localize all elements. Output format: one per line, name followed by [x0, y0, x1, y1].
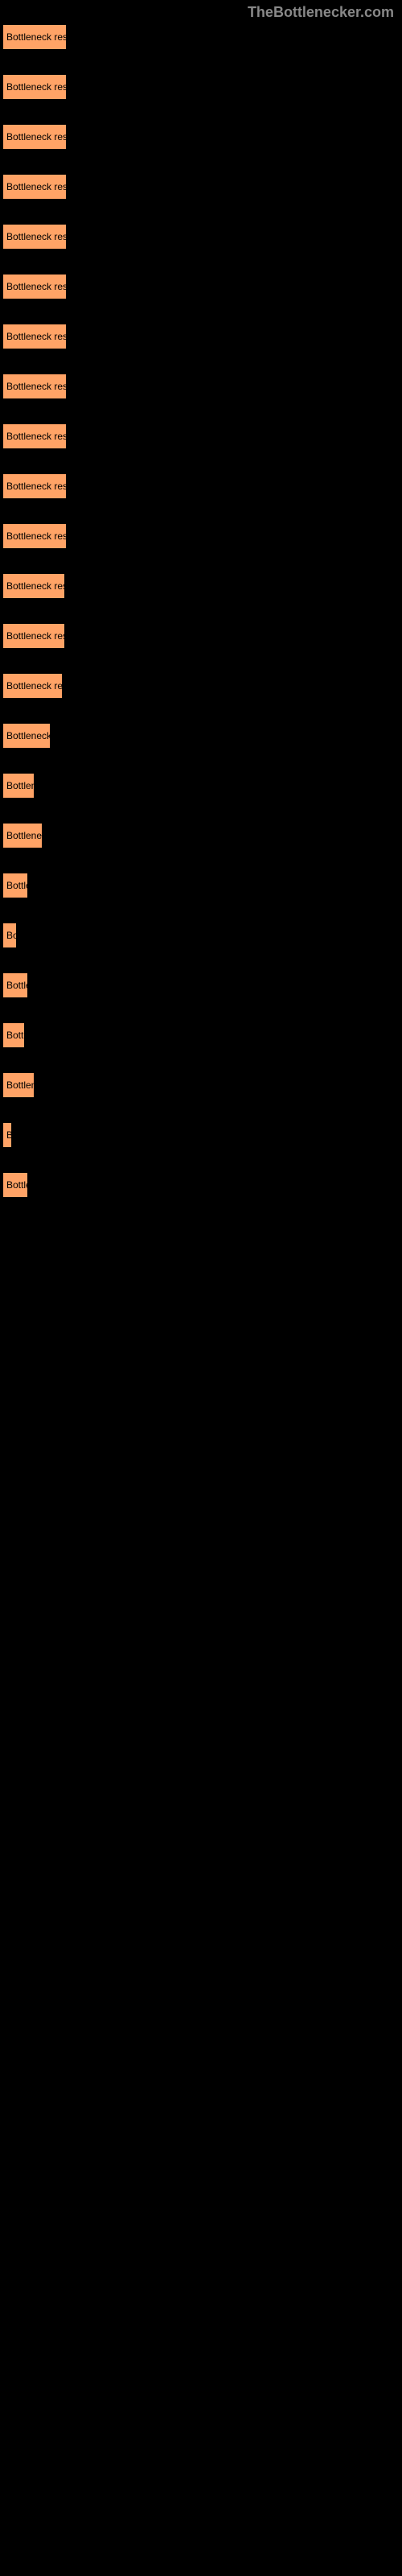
button-list: Bottleneck result Bottleneck result Bottle… [0, 0, 402, 1198]
bottleneck-result-button[interactable]: Bottleneck result [2, 174, 67, 200]
bottleneck-result-button[interactable]: Bottleneck result [2, 224, 67, 250]
bottleneck-result-button[interactable]: Bottleneck result [2, 423, 67, 449]
bottleneck-result-button[interactable]: Bottleneck result [2, 274, 67, 299]
bottleneck-result-button[interactable]: Bottle [2, 972, 28, 998]
bottleneck-result-button[interactable]: Bottleneck result [2, 24, 67, 50]
bottleneck-result-button[interactable]: Bottleneck result [2, 324, 67, 349]
bottleneck-result-button[interactable]: Bottleneck result [2, 374, 67, 399]
bottleneck-result-button[interactable]: Bottleneck result [2, 573, 65, 599]
bottleneck-result-button[interactable]: Bo [2, 923, 17, 948]
bottleneck-result-button[interactable]: Bottleneck re [2, 723, 51, 749]
bottleneck-result-button[interactable]: Bottlene [2, 1072, 35, 1098]
bottleneck-result-button[interactable]: Bottleneck result [2, 523, 67, 549]
bottleneck-result-button[interactable]: B [2, 1122, 12, 1148]
bottleneck-result-button[interactable]: Bottle [2, 873, 28, 898]
bottleneck-result-button[interactable]: Bottleneck result [2, 473, 67, 499]
bottleneck-result-button[interactable]: Bottle [2, 1172, 28, 1198]
bottleneck-result-button[interactable]: Bottleneck result [2, 673, 63, 699]
bottleneck-result-button[interactable]: Bottleneck result [2, 623, 65, 649]
bottleneck-result-button[interactable]: Bottleneck [2, 823, 43, 848]
bottleneck-result-button[interactable]: Bottl [2, 1022, 25, 1048]
watermark-text: TheBottlenecker.com [248, 4, 394, 21]
bottleneck-result-button[interactable]: Bottlene [2, 773, 35, 799]
bottleneck-result-button[interactable]: Bottleneck result [2, 74, 67, 100]
bottleneck-result-button[interactable]: Bottleneck result [2, 124, 67, 150]
